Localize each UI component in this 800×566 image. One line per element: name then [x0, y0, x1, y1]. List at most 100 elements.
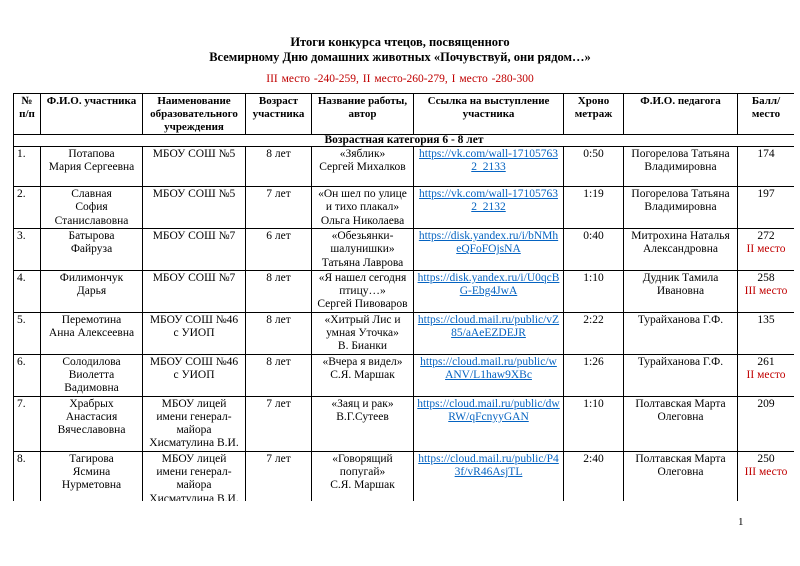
place-badge: II место — [746, 368, 786, 381]
teacher-name: Дудник Тамила Ивановна — [623, 269, 738, 313]
performance-link[interactable]: https://vk.com/wall-171057632_2132 — [419, 188, 558, 214]
participant-age: 8 лет — [245, 353, 312, 397]
participant-name: Перемотина Анна Алексеевна — [40, 311, 143, 355]
participant-name: Солодилова Виолетта Вадимовна — [40, 353, 143, 397]
table-row: 6. Солодилова Виолетта Вадимовна МБОУ СОШ … — [13, 353, 794, 397]
score-cell: 272 II место — [737, 228, 794, 271]
participant-name: Храбрых Анастасия Вячеславовна — [40, 395, 143, 452]
school-name: МБОУ лицей имени генерал-майора Хисматул… — [142, 395, 246, 452]
duration: 0:50 — [563, 146, 624, 187]
table-row: 2. Славная София Станиславовна МБОУ СОШ №5… — [13, 186, 794, 229]
place-badge: II место — [746, 243, 786, 256]
score: 209 — [757, 397, 775, 410]
performance-link-cell: https://cloud.mail.ru/public/P43f/vR46As… — [413, 450, 564, 501]
score: 174 — [757, 148, 775, 160]
row-number: 2. — [13, 186, 41, 229]
participant-age: 8 лет — [245, 269, 312, 313]
row-number: 6. — [13, 353, 41, 397]
duration: 1:19 — [563, 186, 624, 229]
participant-name: Потапова Мария Сергеевна — [40, 146, 143, 187]
table-row: 4. Филимончук Дарья МБОУ СОШ №7 8 лет «Я наш… — [13, 269, 794, 313]
performance-link[interactable]: https://cloud.mail.ru/public/vZ85/aAeEZD… — [417, 313, 560, 340]
performance-link[interactable]: https://vk.com/wall-171057632_2133 — [419, 148, 558, 174]
age-category: Возрастная категория 6 - 8 лет — [13, 134, 794, 147]
school-name: МБОУ СОШ №5 — [142, 186, 246, 229]
score-cell: 197 — [737, 186, 794, 229]
col-school-header: Наименование образовательного учреждения — [142, 93, 246, 135]
table-header-row: № п/п Ф.И.О. участника Наименование образо… — [13, 93, 794, 135]
col-link-header: Ссылка на выступление участника — [413, 93, 564, 135]
performance-link-cell: https://cloud.mail.ru/public/vZ85/aAeEZD… — [413, 311, 564, 355]
results-table: № п/п Ф.И.О. участника Наименование образо… — [13, 93, 794, 501]
school-name: МБОУ СОШ №7 — [142, 269, 246, 313]
score-cell: 258 III место — [737, 269, 794, 313]
col-number-header: № п/п — [13, 93, 41, 135]
participant-age: 6 лет — [245, 228, 312, 271]
row-number: 7. — [13, 395, 41, 452]
performance-link[interactable]: https://disk.yandex.ru/i/bNMheQFoFOjsNA — [418, 230, 559, 256]
performance-link-cell: https://disk.yandex.ru/i/bNMheQFoFOjsNA — [413, 228, 564, 271]
score: 250 — [757, 452, 775, 465]
score-cell: 135 — [737, 311, 794, 355]
performance-link-cell: https://cloud.mail.ru/public/dwRW/qFcnyy… — [413, 395, 564, 452]
col-duration-header: Хроно метраж — [563, 93, 624, 135]
work-title: «Говорящий попугай» С.Я. Маршак — [311, 450, 414, 501]
score-ranges: III место -240-259, II место-260-279, I … — [266, 73, 534, 85]
work-title: «Зяблик» Сергей Михалков — [311, 146, 414, 187]
performance-link[interactable]: https://cloud.mail.ru/public/wANV/L1haw9… — [420, 355, 557, 381]
score-cell: 250 III место — [737, 450, 794, 501]
duration: 2:40 — [563, 450, 624, 501]
score-cell: 261 II место — [737, 353, 794, 397]
school-name: МБОУ СОШ №46 с УИОП — [142, 311, 246, 355]
place-badge: III место — [744, 285, 788, 298]
score-cell: 174 — [737, 146, 794, 187]
school-name: МБОУ лицей имени генерал-майора Хисматул… — [142, 450, 246, 501]
participant-name: Филимончук Дарья — [40, 269, 143, 313]
title-line-2: Всемирному Дню домашних животных «Почувс… — [209, 50, 591, 64]
duration: 0:40 — [563, 228, 624, 271]
performance-link[interactable]: https://cloud.mail.ru/public/P43f/vR46As… — [418, 452, 559, 479]
duration: 2:22 — [563, 311, 624, 355]
teacher-name: Полтавская Марта Олеговна — [623, 450, 738, 501]
title-line-1: Итоги конкурса чтецов, посвященного — [290, 35, 510, 49]
performance-link-cell: https://vk.com/wall-171057632_2133 — [413, 146, 564, 187]
participant-age: 7 лет — [245, 186, 312, 229]
performance-link[interactable]: https://cloud.mail.ru/public/dwRW/qFcnyy… — [417, 397, 560, 423]
teacher-name: Турайханова Г.Ф. — [623, 353, 738, 397]
participant-age: 7 лет — [245, 450, 312, 501]
col-work-header: Название работы, автор — [311, 93, 414, 135]
work-title: «Он шел по улице и тихо плакал» Ольга Ни… — [311, 186, 414, 229]
table-row: 5. Перемотина Анна Алексеевна МБОУ СОШ №46… — [13, 311, 794, 355]
col-score-header: Балл/ место — [737, 93, 794, 135]
table-row: 8. Тагирова Ясмина Нурметовна МБОУ лицей и… — [13, 450, 794, 501]
score: 197 — [757, 188, 775, 200]
row-number: 4. — [13, 269, 41, 313]
place-badge: III место — [744, 466, 788, 479]
work-title: «Я нашел сегодня птицу…» Сергей Пивоваро… — [311, 269, 414, 313]
table-row: 3. Батырова Файруза МБОУ СОШ №7 6 лет «Обезь… — [13, 228, 794, 271]
school-name: МБОУ СОШ №46 с УИОП — [142, 353, 246, 397]
participant-age: 8 лет — [245, 311, 312, 355]
participant-name: Славная София Станиславовна — [40, 186, 143, 229]
row-number: 8. — [13, 450, 41, 501]
score: 261 — [757, 355, 775, 368]
results-table-container: № п/п Ф.И.О. участника Наименование образо… — [13, 93, 794, 501]
teacher-name: Митрохина Наталья Александровна — [623, 228, 738, 271]
score-cell: 209 — [737, 395, 794, 452]
row-number: 1. — [13, 146, 41, 187]
performance-link[interactable]: https://disk.yandex.ru/i/U0qcBG-Ebg4JwA — [417, 271, 560, 298]
work-title: «Вчера я видел» С.Я. Маршак — [311, 353, 414, 397]
row-number: 5. — [13, 311, 41, 355]
col-teacher-header: Ф.И.О. педагога — [623, 93, 738, 135]
school-name: МБОУ СОШ №7 — [142, 228, 246, 271]
participant-age: 8 лет — [245, 146, 312, 187]
performance-link-cell: https://disk.yandex.ru/i/U0qcBG-Ebg4JwA — [413, 269, 564, 313]
duration: 1:10 — [563, 269, 624, 313]
row-number: 3. — [13, 228, 41, 271]
performance-link-cell: https://cloud.mail.ru/public/wANV/L1haw9… — [413, 353, 564, 397]
document-title: Итоги конкурса чтецов, посвященного Всем… — [0, 35, 800, 65]
participant-name: Батырова Файруза — [40, 228, 143, 271]
participant-name: Тагирова Ясмина Нурметовна — [40, 450, 143, 501]
col-age-header: Возраст участника — [245, 93, 312, 135]
work-title: «Хитрый Лис и умная Уточка» В. Бианки — [311, 311, 414, 355]
